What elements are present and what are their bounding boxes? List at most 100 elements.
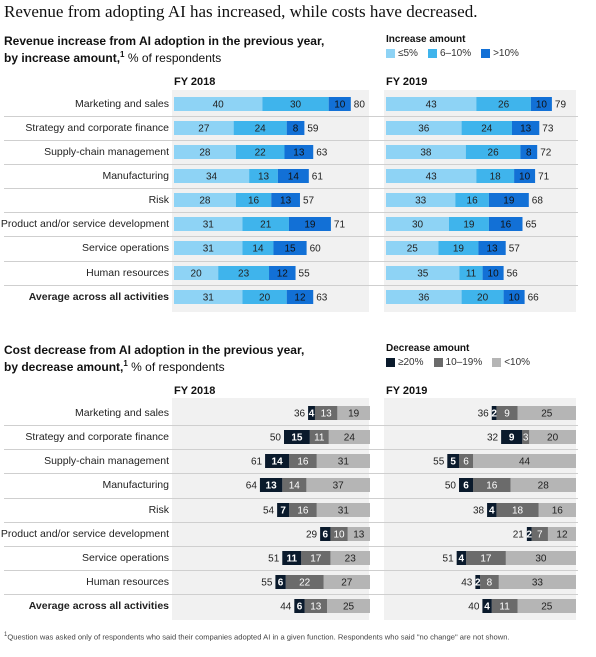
- revenue-subtitle: % of respondents: [124, 51, 222, 65]
- bar-value-label: 28: [199, 196, 211, 207]
- bar-value-label: 2: [475, 578, 481, 589]
- bar-total-label: 36: [478, 409, 490, 420]
- bar-segment: [328, 97, 351, 111]
- revenue-legend-title: Increase amount: [386, 34, 466, 45]
- cost-section-title: Cost decrease from AI adoption in the pr…: [4, 343, 304, 374]
- bar-value-label: 22: [255, 148, 267, 159]
- revenue-legend: Increase amount ≤5% 6–10% >10%: [386, 34, 519, 59]
- bar-segment: [277, 169, 309, 183]
- bar-value-label: 4: [489, 506, 495, 517]
- row-divider: [4, 522, 578, 523]
- legend-swatch: [492, 358, 502, 367]
- bar-value-label: 15: [291, 433, 303, 444]
- bar-segment: [265, 454, 290, 468]
- legend-item-cost-mid: 10–19%: [433, 357, 482, 368]
- bar-segment: [301, 551, 331, 565]
- bar-segment: [447, 454, 459, 468]
- bar-segment: [218, 266, 270, 280]
- bar-value-label: 12: [556, 530, 568, 541]
- bar-segment: [306, 478, 370, 492]
- category-label: Supply-chain management: [44, 455, 169, 467]
- bar-segment: [512, 121, 540, 135]
- bar-segment: [488, 193, 529, 207]
- row-divider: [4, 116, 578, 117]
- bar-segment: [235, 193, 272, 207]
- bar-segment: [174, 145, 236, 159]
- bar-segment: [386, 217, 449, 231]
- bar-value-label: 6: [322, 530, 328, 541]
- bar-segment: [314, 406, 338, 420]
- bar-value-label: 11: [286, 554, 297, 565]
- legend-swatch: [481, 49, 491, 58]
- category-label: Marketing and sales: [75, 407, 169, 419]
- bar-segment: [449, 217, 489, 231]
- bar-segment: [461, 290, 504, 304]
- bar-total-label: 65: [526, 220, 538, 231]
- footnote-mark: 1: [4, 632, 8, 638]
- bar-value-label: 13: [266, 481, 278, 492]
- bar-value-label: 8: [293, 124, 299, 135]
- bar-value-label: 33: [532, 578, 544, 589]
- category-label: Supply-chain management: [44, 146, 169, 158]
- bar-segment: [285, 575, 324, 589]
- bar-segment: [473, 454, 576, 468]
- bar-value-label: 16: [297, 457, 309, 468]
- bar-value-label: 10: [488, 269, 500, 280]
- bar-segment: [538, 503, 576, 517]
- bar-segment: [491, 599, 518, 613]
- bar-value-label: 13: [353, 530, 365, 541]
- bar-segment: [330, 527, 348, 541]
- bar-segment: [328, 430, 370, 444]
- bar-segment: [174, 290, 243, 304]
- bar-segment: [466, 551, 506, 565]
- category-label: Strategy and corporate finance: [25, 122, 169, 134]
- bar-segment: [174, 217, 243, 231]
- legend-swatch: [433, 358, 443, 367]
- bar-segment: [320, 527, 331, 541]
- row-divider: [4, 473, 578, 474]
- row-divider: [4, 570, 578, 571]
- bar-segment: [498, 575, 576, 589]
- bar-value-label: 8: [526, 148, 532, 159]
- bar-segment: [242, 290, 287, 304]
- bar-segment: [282, 551, 302, 565]
- bar-segment: [174, 121, 234, 135]
- legend-item-rev-high: >10%: [481, 48, 519, 59]
- bar-segment: [288, 217, 331, 231]
- bar-value-label: 10: [519, 172, 531, 183]
- bar-total-label: 71: [538, 172, 550, 183]
- row-divider: [4, 285, 578, 286]
- bar-segment: [496, 503, 539, 517]
- bar-segment: [386, 193, 456, 207]
- cost-legend: Decrease amount ≥20% 10–19% <10%: [386, 343, 530, 368]
- bar-total-label: 21: [513, 530, 525, 541]
- cost-footnote-mark: 1: [123, 359, 128, 368]
- bar-value-label: 6: [278, 578, 284, 589]
- legend-item-rev-mid: 6–10%: [427, 48, 471, 59]
- footnote-text: Question was asked only of respondents w…: [7, 632, 510, 642]
- bar-total-label: 60: [310, 244, 322, 255]
- row-divider: [4, 594, 578, 595]
- revenue-section-title: Revenue increase from AI adoption in the…: [4, 34, 324, 65]
- bar-value-label: 19: [348, 409, 360, 420]
- category-label: Human resources: [86, 267, 169, 279]
- revenue-title-line1: Revenue increase from AI adoption in the…: [4, 34, 325, 48]
- bar-value-label: 20: [259, 293, 271, 304]
- bar-segment: [386, 97, 477, 111]
- bar-segment: [286, 290, 314, 304]
- cost-legend-title: Decrease amount: [386, 343, 470, 354]
- bar-value-label: 10: [333, 530, 345, 541]
- bar-value-label: 26: [488, 148, 500, 159]
- bar-value-label: 36: [418, 293, 430, 304]
- category-label: Risk: [148, 194, 169, 206]
- bar-value-label: 28: [199, 148, 211, 159]
- bar-value-label: 4: [309, 409, 315, 420]
- bar-value-label: 7: [537, 530, 543, 541]
- bar-segment: [347, 527, 370, 541]
- bar-value-label: 2: [491, 409, 497, 420]
- revenue-fy2019-title: FY 2019: [386, 76, 428, 88]
- bar-value-label: 27: [341, 578, 353, 589]
- bar-segment: [294, 599, 305, 613]
- bar-value-label: 10: [334, 100, 346, 111]
- bar-segment: [242, 217, 289, 231]
